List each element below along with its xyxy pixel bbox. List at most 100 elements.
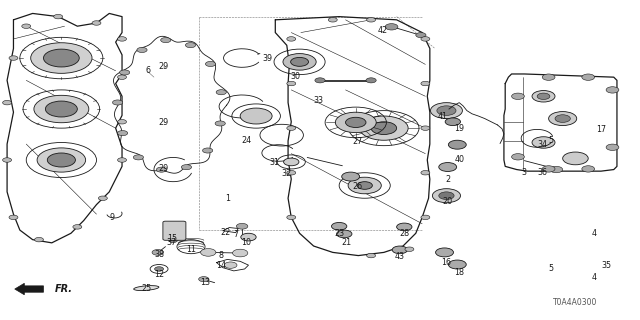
- Circle shape: [582, 74, 595, 80]
- Text: 1: 1: [225, 194, 230, 203]
- Text: 29: 29: [159, 62, 169, 71]
- FancyBboxPatch shape: [163, 221, 186, 240]
- Circle shape: [550, 166, 563, 173]
- Circle shape: [133, 155, 143, 160]
- Text: 4: 4: [592, 229, 597, 238]
- Text: 36: 36: [537, 168, 547, 177]
- Circle shape: [360, 116, 408, 140]
- Text: 3: 3: [522, 168, 527, 177]
- Text: 31: 31: [269, 158, 279, 167]
- Text: 17: 17: [596, 125, 606, 134]
- Circle shape: [284, 158, 299, 166]
- Text: 5: 5: [548, 136, 554, 145]
- Circle shape: [137, 47, 147, 52]
- Polygon shape: [15, 283, 44, 295]
- Text: 16: 16: [442, 258, 451, 267]
- Circle shape: [216, 90, 227, 95]
- Circle shape: [73, 225, 82, 229]
- Ellipse shape: [134, 286, 159, 291]
- Circle shape: [537, 93, 550, 100]
- Circle shape: [421, 126, 430, 130]
- Circle shape: [367, 18, 376, 22]
- Circle shape: [357, 182, 372, 189]
- Circle shape: [9, 56, 18, 60]
- Circle shape: [439, 192, 454, 199]
- Circle shape: [44, 49, 79, 67]
- Text: 28: 28: [399, 229, 410, 238]
- Circle shape: [287, 171, 296, 175]
- Circle shape: [582, 166, 595, 172]
- Circle shape: [291, 57, 308, 66]
- Circle shape: [449, 140, 467, 149]
- Circle shape: [232, 249, 248, 257]
- Circle shape: [332, 222, 347, 230]
- Circle shape: [161, 37, 171, 43]
- Text: 14: 14: [216, 261, 226, 270]
- Text: 18: 18: [454, 268, 464, 277]
- Circle shape: [37, 148, 86, 172]
- Circle shape: [511, 93, 524, 100]
- Text: 2: 2: [445, 175, 451, 184]
- Text: 15: 15: [167, 234, 177, 243]
- Text: 32: 32: [282, 169, 292, 178]
- Text: FR.: FR.: [54, 284, 72, 294]
- Circle shape: [433, 189, 461, 203]
- Circle shape: [421, 215, 430, 220]
- Text: 43: 43: [395, 252, 405, 261]
- Circle shape: [118, 158, 127, 162]
- Text: 9: 9: [110, 213, 115, 222]
- Circle shape: [118, 131, 128, 136]
- Circle shape: [421, 171, 430, 175]
- Circle shape: [169, 238, 177, 243]
- Circle shape: [3, 100, 12, 105]
- Circle shape: [287, 215, 296, 220]
- Circle shape: [240, 108, 272, 124]
- Text: 29: 29: [159, 118, 169, 127]
- Text: 34: 34: [537, 140, 547, 149]
- Circle shape: [31, 43, 92, 73]
- Text: 42: 42: [378, 26, 388, 35]
- Text: 20: 20: [443, 197, 452, 206]
- Text: 29: 29: [159, 164, 169, 173]
- Circle shape: [367, 253, 376, 258]
- Text: 38: 38: [154, 251, 164, 260]
- Text: 12: 12: [154, 269, 164, 279]
- Circle shape: [287, 81, 296, 86]
- Circle shape: [186, 43, 196, 48]
- Circle shape: [92, 21, 101, 25]
- Circle shape: [198, 276, 209, 282]
- Text: 19: 19: [454, 124, 464, 133]
- Text: 8: 8: [218, 251, 223, 260]
- Circle shape: [287, 37, 296, 41]
- Circle shape: [392, 246, 408, 254]
- Circle shape: [120, 70, 130, 75]
- Text: 4: 4: [592, 273, 597, 282]
- Circle shape: [328, 18, 337, 22]
- Circle shape: [366, 78, 376, 83]
- Circle shape: [156, 167, 166, 172]
- Circle shape: [335, 112, 376, 132]
- Circle shape: [181, 164, 191, 170]
- Circle shape: [202, 148, 212, 153]
- Circle shape: [34, 95, 89, 123]
- Text: 11: 11: [186, 245, 196, 254]
- Text: 7: 7: [233, 230, 238, 239]
- Circle shape: [385, 24, 398, 30]
- Circle shape: [397, 223, 412, 231]
- Circle shape: [200, 249, 216, 256]
- Circle shape: [532, 91, 555, 102]
- Circle shape: [283, 53, 316, 70]
- Circle shape: [99, 196, 108, 200]
- Circle shape: [337, 230, 352, 238]
- Circle shape: [113, 100, 123, 105]
- Text: 10: 10: [241, 238, 252, 247]
- Text: 25: 25: [141, 284, 152, 292]
- Circle shape: [22, 24, 31, 28]
- Circle shape: [542, 166, 555, 172]
- Circle shape: [287, 126, 296, 130]
- Circle shape: [445, 118, 461, 125]
- Circle shape: [315, 78, 325, 83]
- Circle shape: [346, 117, 366, 127]
- Circle shape: [421, 37, 430, 41]
- Text: 33: 33: [314, 96, 324, 105]
